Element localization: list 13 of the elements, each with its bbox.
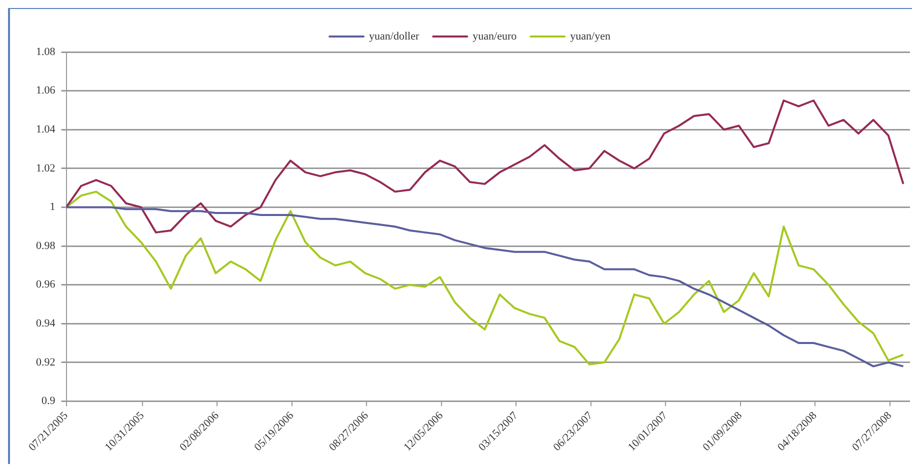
- y-tick-label: 0.96: [36, 278, 56, 291]
- y-tick-label: 1.02: [36, 162, 56, 174]
- y-tick-label: 1.08: [36, 46, 56, 58]
- y-tick-label: 0.98: [36, 240, 56, 252]
- y-tick-label: 0.92: [36, 356, 56, 368]
- y-tick-label: 1.04: [36, 124, 56, 136]
- legend-label: yuan/doller: [369, 30, 420, 42]
- y-tick-label: 1: [50, 201, 56, 214]
- legend-label: yuan/yen: [570, 30, 611, 42]
- y-tick-label: 1.06: [36, 84, 56, 97]
- y-tick-label: 0.94: [36, 318, 56, 330]
- legend-label: yuan/euro: [472, 30, 518, 42]
- y-tick-label: 0.9: [42, 395, 56, 408]
